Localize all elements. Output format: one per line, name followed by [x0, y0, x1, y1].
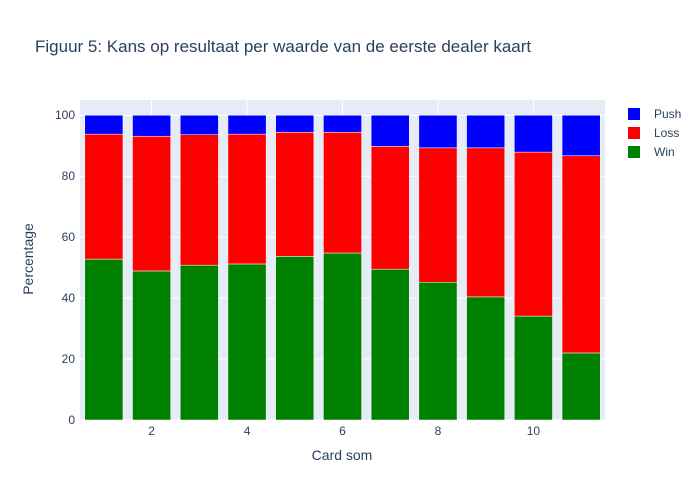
x-axis-title: Card som [312, 447, 373, 463]
bar-push-8 [418, 114, 458, 149]
bar-win-4 [227, 263, 267, 421]
bar-loss-1 [84, 133, 124, 260]
x-axis-ticks: 2 4 6 8 10 [148, 424, 540, 438]
legend[interactable]: Push Loss Win [628, 107, 681, 159]
legend-swatch-win [628, 146, 640, 158]
bar-loss-10 [514, 151, 553, 317]
bar-loss-4 [227, 133, 267, 265]
x-tick-label-2: 2 [148, 424, 155, 438]
bar-push-6 [323, 114, 362, 133]
x-tick-label-6: 6 [339, 424, 346, 438]
y-tick-label-60: 60 [62, 230, 76, 244]
bar-push-9 [466, 114, 506, 149]
bar-win-5 [275, 256, 315, 421]
y-axis-ticks: 0 20 40 60 80 100 [55, 108, 75, 427]
x-tick-label-10: 10 [527, 424, 541, 438]
bar-win-11 [561, 352, 601, 421]
bar-push-2 [132, 114, 171, 137]
legend-label-loss: Loss [654, 126, 679, 140]
legend-label-push: Push [654, 107, 681, 121]
x-tick-label-8: 8 [435, 424, 442, 438]
bar-win-8 [418, 281, 458, 421]
bar-loss-8 [418, 147, 458, 283]
y-axis-title: Percentage [20, 223, 36, 295]
bar-push-7 [370, 114, 410, 147]
bar-loss-2 [132, 136, 171, 272]
bar-push-1 [84, 114, 124, 135]
bar-win-1 [84, 258, 124, 421]
chart-title: Figuur 5: Kans op resultaat per waarde v… [35, 37, 531, 56]
legend-swatch-push [628, 108, 640, 120]
y-tick-label-40: 40 [62, 291, 76, 305]
bar-win-9 [466, 296, 506, 421]
bar-win-7 [370, 268, 410, 421]
legend-label-win: Win [654, 145, 675, 159]
bar-push-3 [179, 114, 219, 135]
x-tick-label-4: 4 [244, 424, 251, 438]
bar-loss-7 [370, 146, 410, 270]
bar-push-5 [275, 114, 315, 133]
y-tick-label-0: 0 [68, 413, 75, 427]
bar-push-4 [227, 114, 267, 135]
bar-push-10 [514, 114, 553, 153]
legend-swatch-loss [628, 127, 640, 139]
y-tick-label-80: 80 [62, 169, 76, 183]
bar-push-11 [561, 114, 601, 157]
bar-win-6 [323, 252, 362, 421]
y-tick-label-100: 100 [55, 108, 75, 122]
bar-win-3 [179, 264, 219, 421]
bar-win-10 [514, 315, 553, 421]
bar-loss-9 [466, 147, 506, 298]
y-tick-label-20: 20 [62, 352, 76, 366]
bar-loss-3 [179, 134, 219, 266]
bar-loss-5 [275, 132, 315, 257]
bar-win-2 [132, 270, 171, 421]
bars [84, 114, 601, 421]
bar-loss-6 [323, 132, 362, 254]
bar-loss-11 [561, 155, 601, 354]
